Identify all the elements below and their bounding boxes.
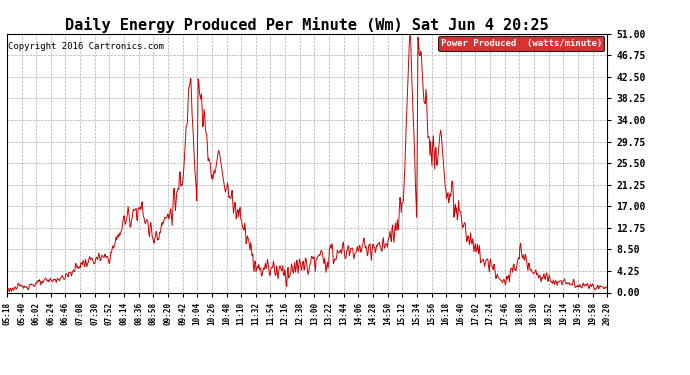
Title: Daily Energy Produced Per Minute (Wm) Sat Jun 4 20:25: Daily Energy Produced Per Minute (Wm) Sa… [66, 16, 549, 33]
Text: Copyright 2016 Cartronics.com: Copyright 2016 Cartronics.com [8, 42, 164, 51]
Legend: Power Produced  (watts/minute): Power Produced (watts/minute) [438, 36, 604, 51]
